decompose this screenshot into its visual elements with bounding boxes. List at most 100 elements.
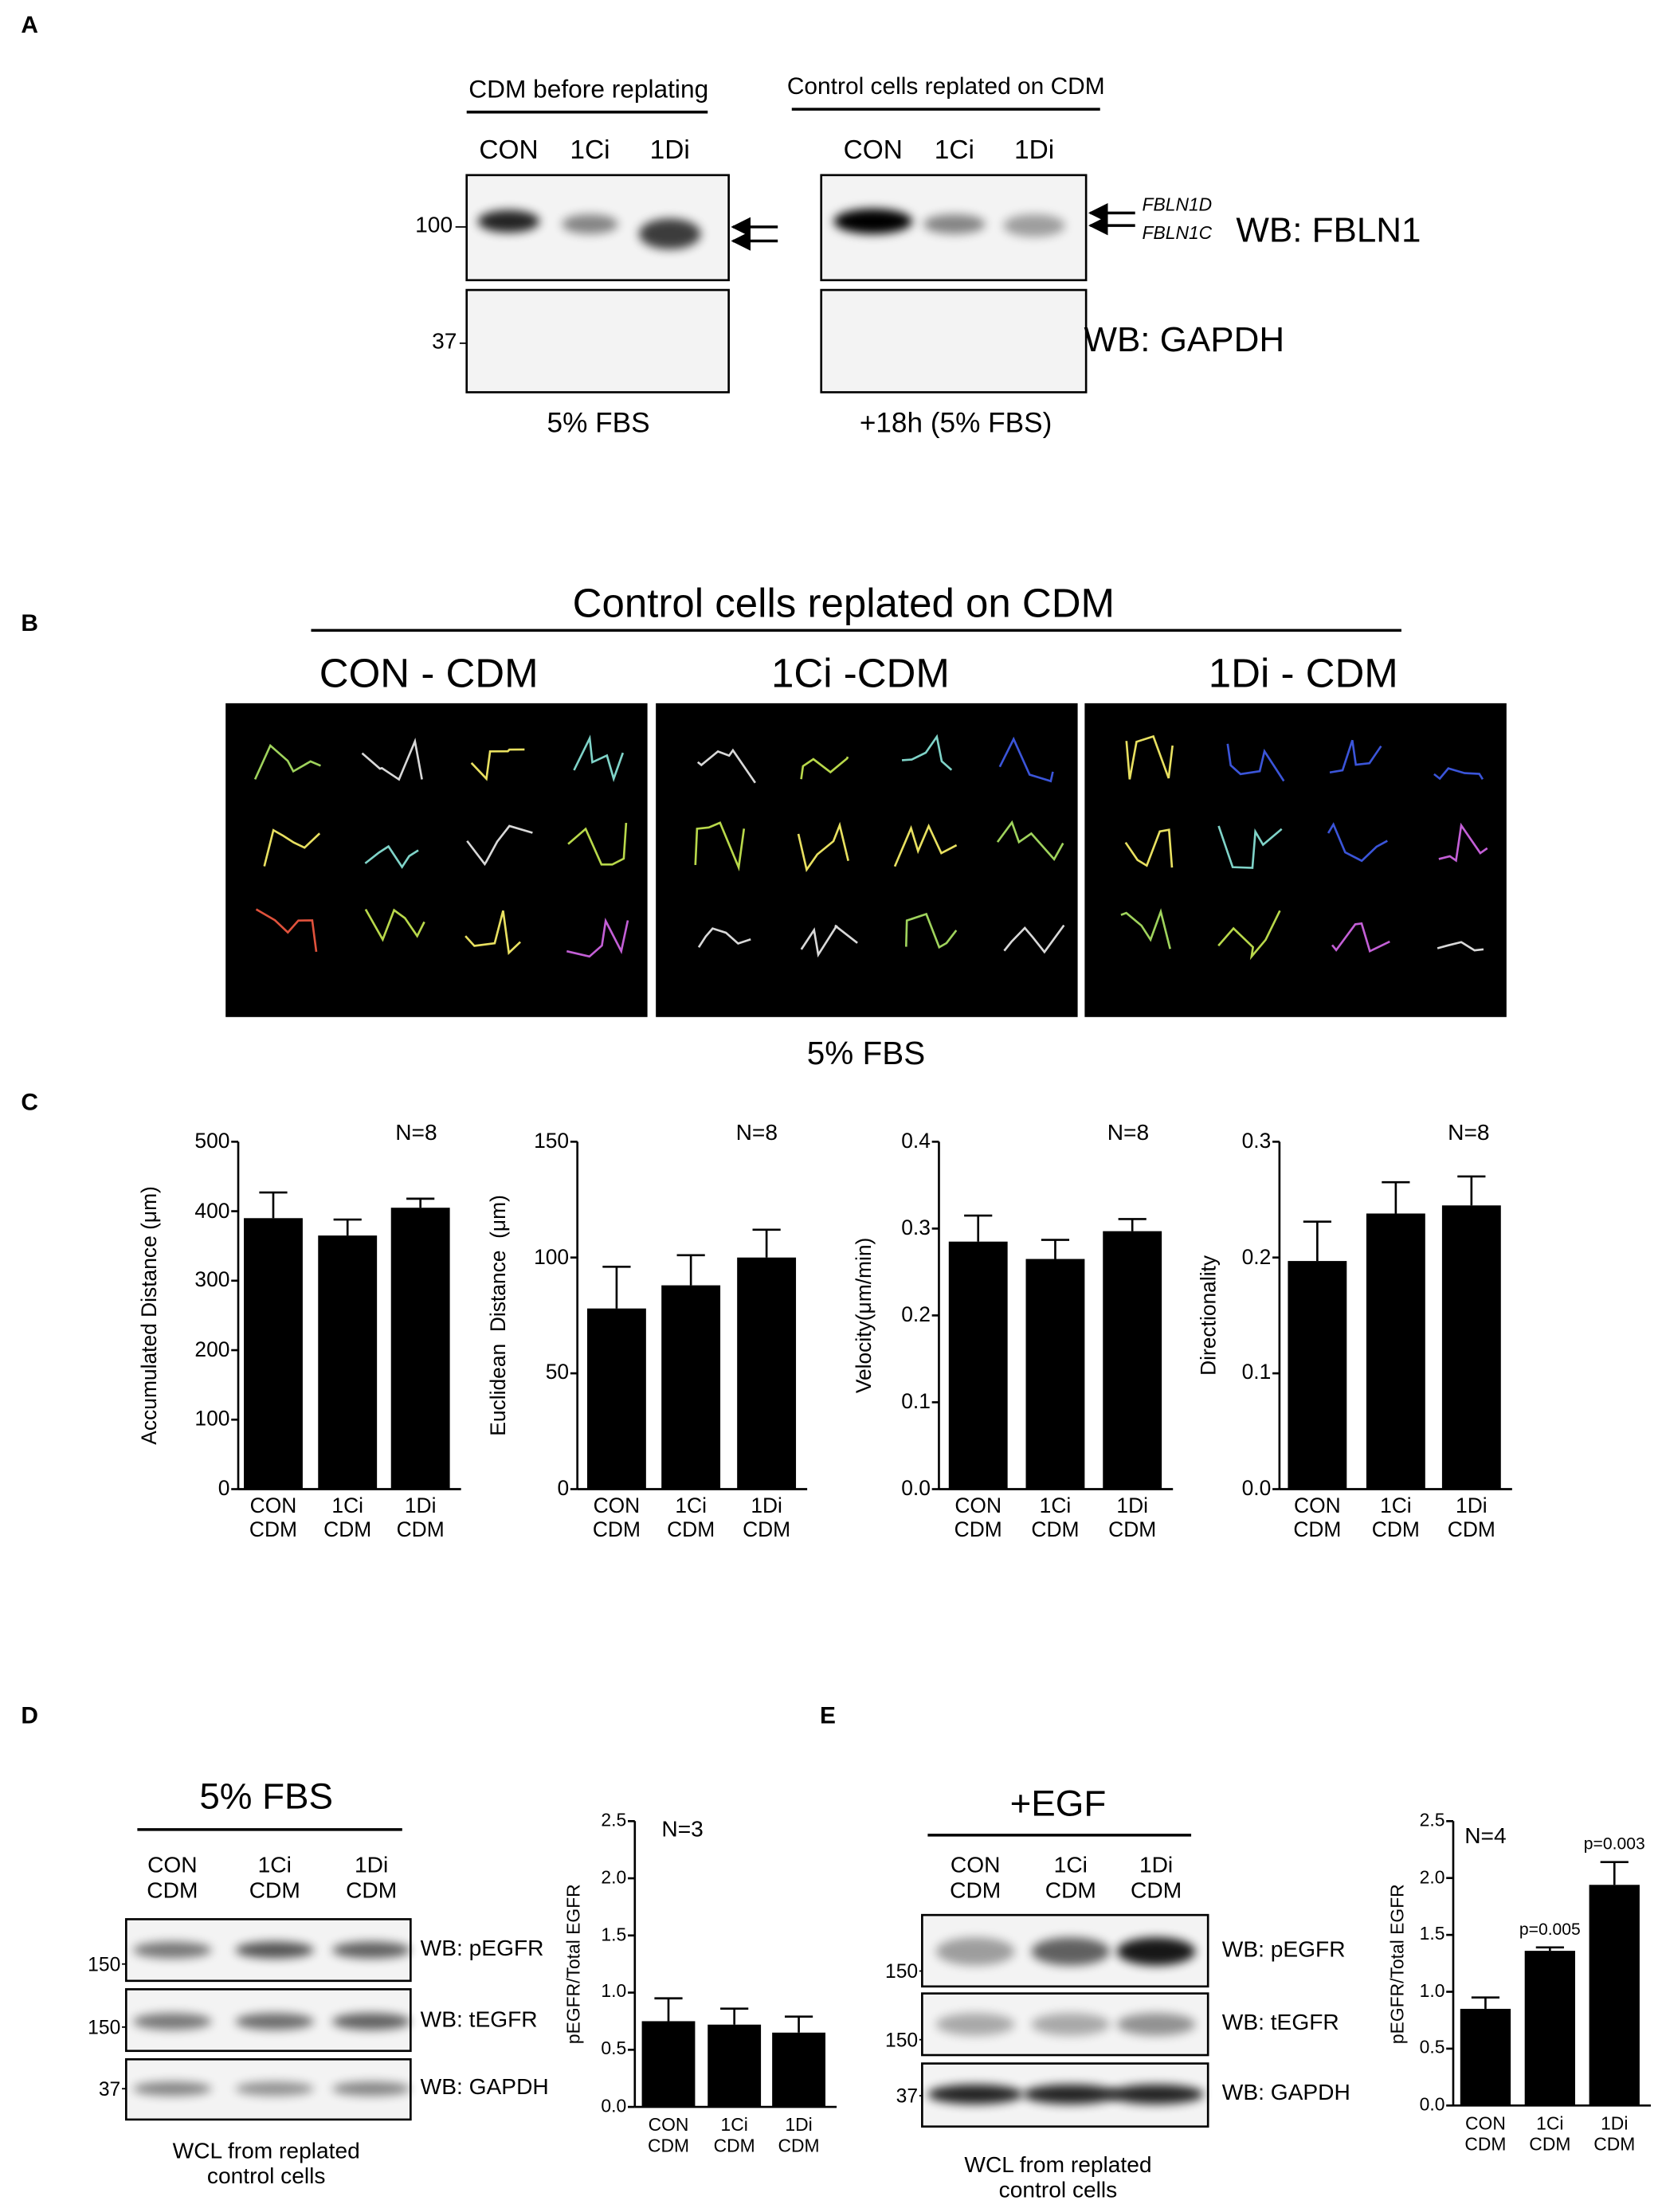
- bar: [1460, 2008, 1511, 2106]
- cell-track: [1438, 822, 1488, 863]
- x-tick-label: CON CDM: [592, 1494, 641, 1543]
- y-tick-label: 0.0: [601, 2095, 627, 2116]
- bar: [641, 2021, 696, 2108]
- cell-track: [364, 908, 425, 942]
- cell-track: [696, 748, 756, 784]
- bar: [1103, 1231, 1162, 1490]
- bar: [708, 2024, 762, 2108]
- y-tick-label: 0.2: [1241, 1245, 1272, 1270]
- y-tick-label: 0.0: [1241, 1477, 1272, 1501]
- y-tick-label: 50: [545, 1360, 570, 1385]
- size-marker: 37: [896, 2084, 919, 2108]
- bar: [1441, 1205, 1501, 1490]
- size-marker: 100: [415, 213, 453, 238]
- arrows: [731, 203, 1135, 251]
- panel-title: Control cells replated on CDM: [572, 581, 1115, 627]
- y-tick-label: 1.5: [601, 1923, 627, 1945]
- x-tick-label: CON CDM: [954, 1494, 1002, 1543]
- x-tick-label: CON CDM: [1464, 2112, 1507, 2155]
- bar: [772, 2032, 825, 2108]
- cell-track: [1120, 908, 1171, 949]
- x-tick-label: CON CDM: [249, 1494, 298, 1543]
- track-panel: [225, 703, 648, 1017]
- x-tick-label: 1Di CDM: [1447, 1494, 1495, 1543]
- x-tick-label: 1Di CDM: [1593, 2112, 1636, 2155]
- cell-track: [361, 738, 423, 781]
- x-tick-label: 1Di CDM: [396, 1494, 445, 1543]
- x-tick-label: 1Di CDM: [778, 2113, 820, 2156]
- y-tick-label: 0: [557, 1477, 570, 1501]
- blot-band: [235, 2013, 314, 2030]
- y-axis-label: pEGFR/Total EGFR: [562, 1884, 584, 2045]
- group-title: CON - CDM: [319, 652, 539, 697]
- y-axis-label: Velocity(μm/min): [853, 1237, 876, 1394]
- sample-size: N=4: [1464, 1825, 1507, 1850]
- blot-label: WB: tEGFR: [1221, 2011, 1339, 2036]
- y-tick-label: 500: [194, 1129, 230, 1154]
- bar: [737, 1257, 797, 1490]
- cell-track: [901, 734, 953, 771]
- x-tick-label: CON CDM: [1293, 1494, 1342, 1543]
- cell-track: [466, 824, 533, 867]
- blot-band: [133, 2013, 212, 2030]
- blot-band: [1116, 1937, 1196, 1966]
- cell-track: [1433, 767, 1484, 781]
- sample-size: N=3: [661, 1818, 704, 1842]
- blot-band: [1003, 214, 1065, 237]
- x-tick-label: 1Ci CDM: [713, 2113, 755, 2156]
- bar: [1288, 1261, 1347, 1490]
- lane-label: 1Di: [1013, 135, 1055, 166]
- y-tick-label: 0.0: [901, 1477, 931, 1501]
- track-panel: [1084, 703, 1507, 1017]
- blot-band: [331, 2081, 411, 2097]
- lane-label: 1Ci CDM: [1045, 1854, 1096, 1905]
- cell-track: [253, 743, 321, 780]
- y-tick-label: 0.1: [901, 1390, 931, 1415]
- blot-label: WB: GAPDH: [1221, 2081, 1350, 2105]
- blot-band: [133, 2081, 212, 2097]
- blot-band: [562, 214, 618, 234]
- y-tick-label: 0.3: [901, 1216, 931, 1241]
- y-tick-label: 0.5: [601, 2038, 627, 2059]
- y-axis-label: Accumulated Distance (μm): [138, 1186, 162, 1445]
- panel-label: A: [21, 11, 38, 38]
- sample-size: N=8: [735, 1122, 778, 1146]
- blot-band: [935, 1937, 1015, 1966]
- y-tick-label: 2.0: [601, 1866, 627, 1888]
- blot-label: WB: GAPDH: [1084, 320, 1285, 360]
- lane-label: CON: [479, 135, 539, 166]
- panel-label: C: [21, 1088, 38, 1116]
- blot-label: WB: pEGFR: [420, 1936, 544, 1961]
- cell-track: [1327, 822, 1388, 863]
- cell-track: [998, 736, 1054, 783]
- cell-track: [1329, 739, 1382, 774]
- blot-title: CDM before replating: [468, 75, 709, 104]
- cell-track: [573, 734, 625, 782]
- track-panel: [656, 703, 1078, 1017]
- cell-track: [1125, 734, 1174, 780]
- lane-label: CON CDM: [147, 1854, 198, 1905]
- cell-track: [1003, 924, 1065, 954]
- cell-track: [800, 756, 849, 780]
- y-tick-label: 2.5: [1419, 1809, 1445, 1830]
- x-tick-label: 1Di CDM: [1108, 1494, 1157, 1543]
- bar: [1025, 1259, 1085, 1490]
- sample-size: N=8: [1448, 1122, 1490, 1146]
- sample-size: N=8: [395, 1122, 437, 1146]
- y-tick-label: 0.4: [901, 1129, 931, 1154]
- cell-track: [364, 844, 419, 869]
- blot-band: [331, 2013, 411, 2030]
- cell-track: [567, 822, 628, 866]
- panel-label: D: [21, 1702, 38, 1729]
- y-axis-label: Directionality: [1197, 1255, 1221, 1376]
- bar: [661, 1285, 721, 1490]
- y-tick-label: 2.5: [601, 1809, 627, 1830]
- blot-band: [331, 1941, 411, 1959]
- blot-band: [927, 2084, 1023, 2104]
- blot-band: [477, 209, 540, 233]
- size-marker: 150: [88, 2015, 121, 2038]
- x-tick-label: 1Ci CDM: [667, 1494, 715, 1543]
- size-marker: 150: [88, 1952, 121, 1975]
- blot-band: [1031, 1937, 1111, 1966]
- cell-track: [1217, 825, 1283, 869]
